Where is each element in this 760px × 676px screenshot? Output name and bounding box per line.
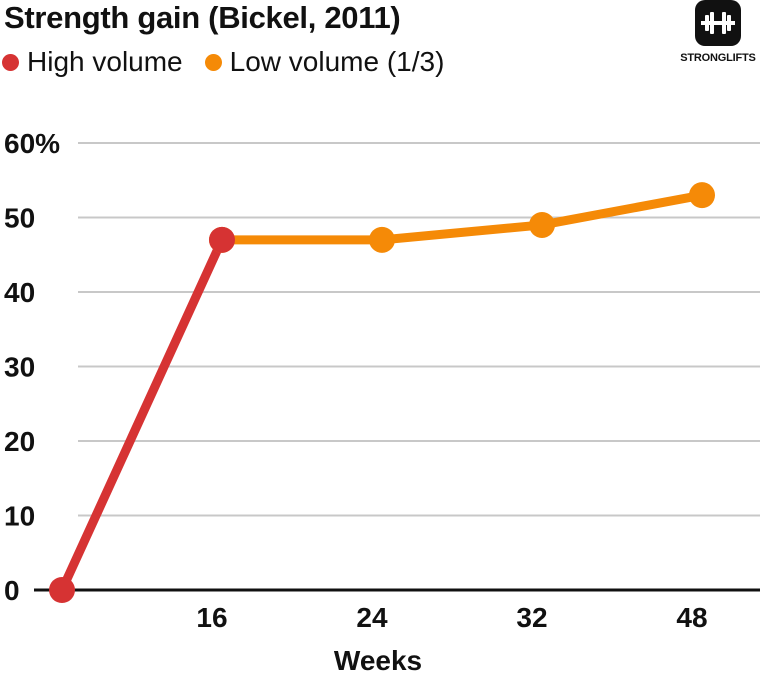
y-tick-label: 40 bbox=[4, 277, 35, 308]
x-axis-title: Weeks bbox=[334, 645, 422, 676]
y-tick-label: 60% bbox=[4, 128, 60, 159]
data-point-low-volume bbox=[369, 226, 395, 253]
logo-text: STRONGLIFTS bbox=[680, 52, 756, 64]
brand-logo: STRONGLIFTS bbox=[676, 0, 760, 64]
y-tick-label: 50 bbox=[4, 203, 35, 234]
data-point-low-volume bbox=[529, 211, 555, 238]
legend: High volume Low volume (1/3) bbox=[2, 46, 466, 78]
y-tick-label: 20 bbox=[4, 426, 35, 457]
y-tick-label: 30 bbox=[4, 352, 35, 383]
barbell-icon bbox=[695, 0, 741, 46]
legend-label-low-volume: Low volume (1/3) bbox=[229, 46, 445, 77]
legend-item-high-volume: High volume bbox=[2, 46, 183, 78]
chart-title: Strength gain (Bickel, 2011) bbox=[4, 0, 401, 35]
x-tick-label: 24 bbox=[356, 602, 388, 633]
series-line-high-volume bbox=[57, 235, 227, 595]
legend-label-high-volume: High volume bbox=[27, 46, 183, 77]
data-point-high-volume bbox=[209, 226, 235, 253]
y-tick-label: 0 bbox=[4, 575, 20, 606]
legend-item-low-volume: Low volume (1/3) bbox=[204, 46, 445, 78]
series-line-low-volume bbox=[217, 190, 707, 245]
data-point-low-volume bbox=[689, 182, 715, 209]
y-tick-label: 10 bbox=[4, 501, 35, 532]
legend-marker-low-volume bbox=[204, 53, 222, 71]
legend-marker-high-volume bbox=[2, 53, 19, 71]
x-tick-label: 32 bbox=[516, 602, 547, 633]
data-point-high-volume bbox=[49, 577, 75, 603]
x-tick-label: 16 bbox=[196, 602, 227, 633]
x-tick-label: 48 bbox=[676, 602, 707, 633]
